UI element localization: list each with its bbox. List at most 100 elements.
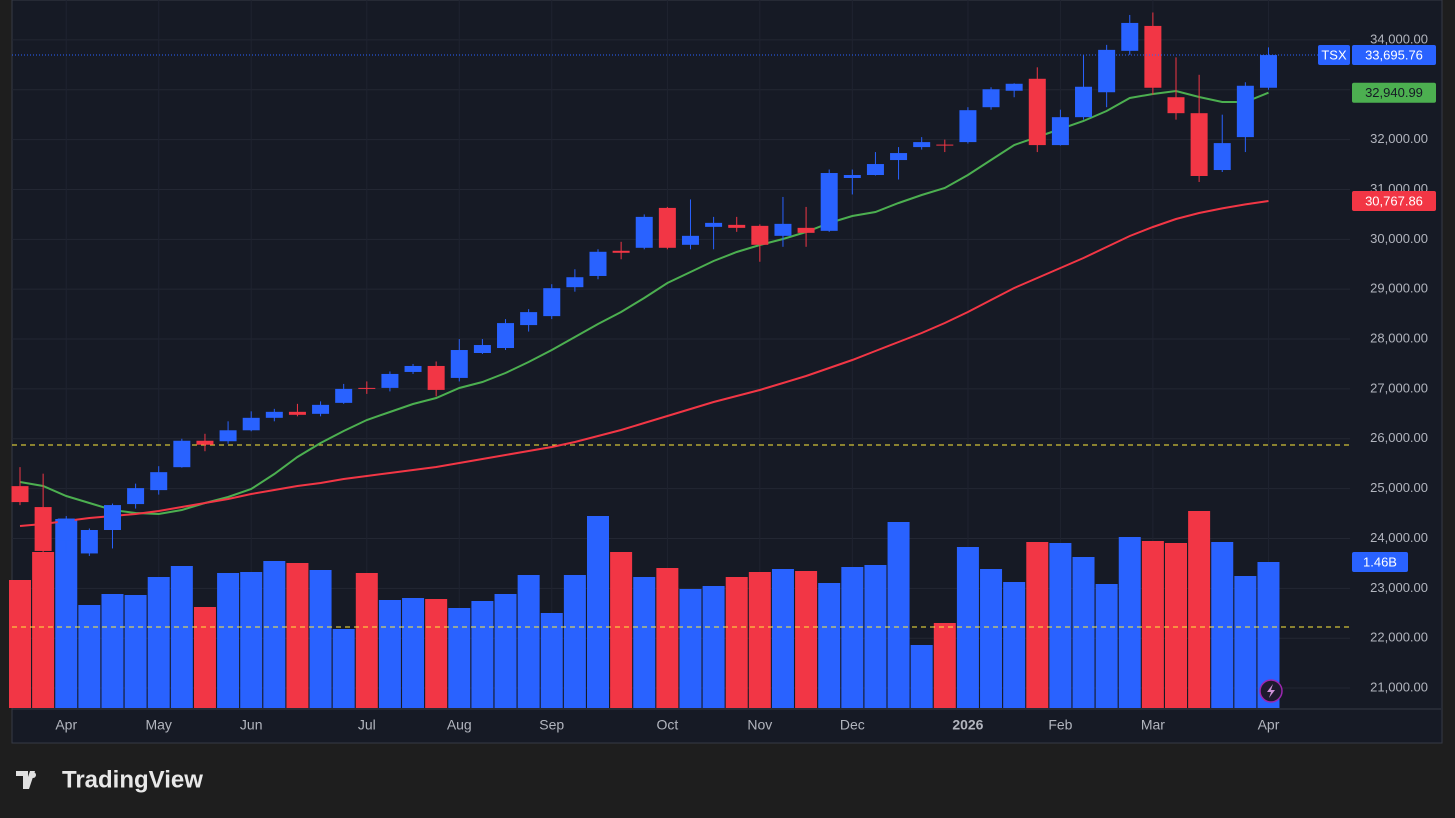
candle-body: [57, 518, 75, 541]
volume-bar: [378, 600, 401, 708]
candle-body: [1144, 25, 1162, 88]
candle-body: [34, 507, 52, 551]
candle-body: [866, 164, 884, 176]
volume-pane: [9, 511, 1350, 708]
volume-bar: [448, 608, 471, 708]
candle-body: [1028, 78, 1046, 146]
volume-bar: [1257, 562, 1280, 708]
y-tick-label: 30,000.00: [1370, 231, 1428, 246]
candle-body: [80, 530, 98, 554]
x-tick-label: Jul: [358, 717, 376, 733]
y-tick-label: 22,000.00: [1370, 630, 1428, 645]
price-pane: [11, 12, 1350, 556]
candle-body: [982, 89, 1000, 108]
volume-bar: [910, 645, 933, 708]
volume-bar: [147, 577, 170, 708]
candle-body: [450, 350, 468, 378]
volume-bar: [540, 613, 563, 708]
candle-body: [1075, 86, 1093, 118]
volume-bar: [55, 519, 78, 708]
candle-body: [797, 227, 815, 233]
candle-body: [774, 223, 792, 236]
brand-logo: TradingView: [16, 766, 203, 793]
candle-body: [1098, 49, 1116, 93]
volume-bar: [1118, 537, 1141, 708]
candle-body: [427, 365, 445, 390]
volume-badge: [1352, 552, 1408, 572]
y-tick-label: 27,000.00: [1370, 380, 1428, 395]
volume-bar: [725, 577, 748, 708]
symbol-badge-label: TSX: [1321, 47, 1347, 62]
logo-dot: [30, 772, 36, 778]
candle-body: [635, 216, 653, 248]
volume-bar: [841, 567, 864, 708]
volume-bar: [1165, 543, 1187, 708]
y-tick-label: 26,000.00: [1370, 430, 1428, 445]
x-tick-label: Mar: [1141, 717, 1165, 733]
volume-bar: [1234, 576, 1257, 708]
y-tick-label: 25,000.00: [1370, 480, 1428, 495]
x-tick-label: May: [145, 717, 171, 733]
volume-bar: [193, 607, 216, 708]
volume-bar: [355, 573, 378, 708]
flash-bolt: [1267, 684, 1275, 698]
candle-body: [196, 440, 214, 445]
candle-body: [103, 505, 121, 531]
y-tick-label: 24,000.00: [1370, 530, 1428, 545]
candle-body: [681, 235, 699, 245]
candle-body: [936, 144, 954, 146]
x-tick-label: Dec: [840, 717, 865, 733]
axes: 21,000.00 22,000.00 23,000.00 24,000.00 25,0…: [12, 31, 1441, 733]
y-tick-label: 32,000.00: [1370, 131, 1428, 146]
symbol-badge: [1318, 45, 1350, 66]
candle-body: [381, 373, 399, 388]
candle-body: [173, 440, 191, 468]
x-tick-label: 2026: [952, 717, 983, 733]
candle-body: [242, 417, 260, 431]
y-tick-label: 28,000.00: [1370, 330, 1428, 345]
volume-bar: [170, 566, 193, 708]
x-tick-label: Apr: [55, 717, 77, 733]
candle-body: [358, 387, 376, 389]
candle-body: [1005, 83, 1023, 91]
volume-bar: [864, 565, 887, 708]
volume-bar: [471, 601, 494, 708]
candle-body: [1236, 85, 1254, 138]
volume-bar: [240, 572, 263, 708]
volume-bar: [1211, 542, 1234, 708]
candle-body: [1051, 117, 1069, 146]
candle-body: [1190, 113, 1208, 177]
volume-bar: [587, 516, 609, 708]
volume-bar: [217, 573, 240, 708]
candle-body: [820, 173, 838, 231]
x-tick-label: Oct: [656, 717, 678, 733]
x-tick-label: Nov: [747, 717, 772, 733]
volume-bar: [1003, 582, 1026, 708]
candle-body: [612, 250, 630, 253]
volume-bar: [633, 577, 656, 708]
volume-bar: [78, 605, 101, 708]
candle-body: [11, 486, 29, 503]
volume-bar: [402, 598, 425, 708]
volume-bar: [517, 575, 540, 708]
x-tick-label: Jun: [240, 717, 263, 733]
volume-bar: [494, 594, 517, 708]
volume-bar: [1072, 557, 1095, 708]
volume-bar: [309, 570, 332, 708]
candle-body: [705, 222, 723, 227]
candle-body: [566, 277, 584, 288]
volume-bar: [425, 599, 448, 708]
volume-bar: [332, 629, 355, 708]
volume-bar: [1049, 543, 1072, 708]
x-tick-label: Feb: [1048, 717, 1072, 733]
candle-body: [959, 110, 977, 143]
flash-icon: [1259, 679, 1283, 703]
candle-body: [127, 488, 145, 505]
brand-name: TradingView: [62, 766, 203, 793]
moving-average-line: [19, 200, 1269, 527]
price-badge-label: 32,940.99: [1365, 85, 1423, 100]
volume-bar: [1095, 584, 1118, 708]
volume-badge-label: 1.46B: [1363, 554, 1397, 569]
price-badge: [1352, 45, 1436, 66]
